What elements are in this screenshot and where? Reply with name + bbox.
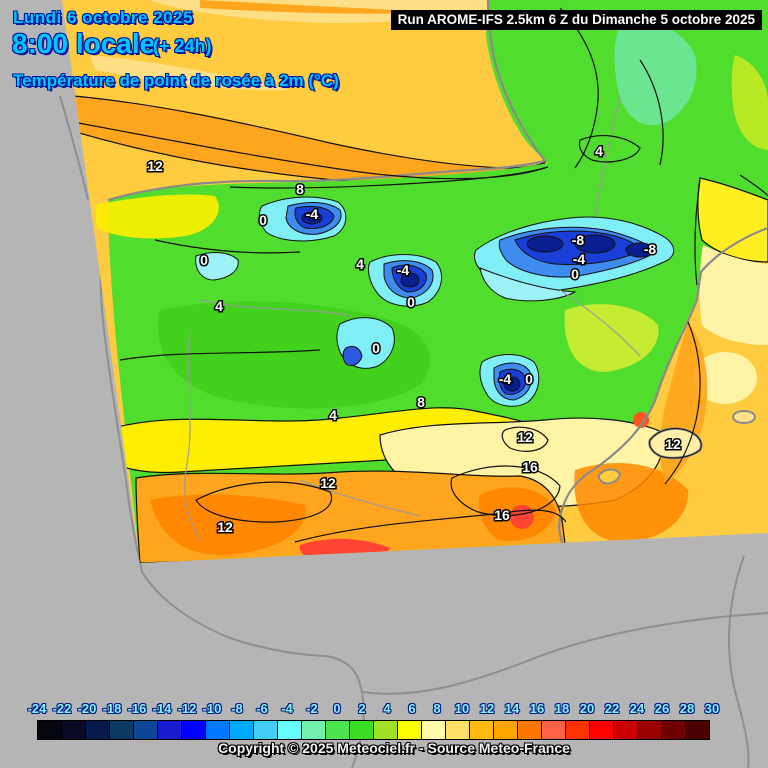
contour-label: 4 [329, 407, 337, 423]
colorbar-tick: -16 [127, 701, 147, 716]
colorbar-tick-labels: -24 -22 -20 -18 -16 -14 -12 -10 -8 -6 -4 -2 0 2 4 6 8 10 1… [0, 701, 768, 717]
contour-label: 4 [215, 298, 223, 314]
colorbar-block [541, 720, 566, 740]
colorbar [37, 720, 710, 740]
contour-label: 0 [525, 371, 533, 387]
colorbar-tick: -10 [202, 701, 222, 716]
colorbar-tick: 4 [383, 701, 391, 716]
contour-label: 0 [571, 266, 579, 282]
colorbar-block [661, 720, 686, 740]
balearic-islands [597, 410, 756, 485]
colorbar-block [37, 720, 62, 740]
colorbar-tick: 16 [529, 701, 545, 716]
colorbar-tick: 6 [408, 701, 416, 716]
colorbar-tick: 10 [454, 701, 470, 716]
contour-label: -8 [644, 241, 657, 257]
contour-label: -4 [573, 251, 586, 267]
colorbar-tick: 0 [333, 701, 341, 716]
colorbar-block [133, 720, 158, 740]
colorbar-tick: 18 [554, 701, 570, 716]
contour-label: -4 [397, 262, 410, 278]
colorbar-block [325, 720, 350, 740]
colorbar-tick: -14 [152, 701, 172, 716]
colorbar-tick: -20 [77, 701, 97, 716]
contour-label: 8 [296, 181, 304, 197]
local-time-label: 8:00 locale [12, 28, 156, 59]
contour-label: 0 [259, 212, 267, 228]
contour-label: 12 [217, 519, 233, 535]
contour-label: 8 [417, 394, 425, 410]
colorbar-tick: 2 [358, 701, 366, 716]
colorbar-tick: 8 [433, 701, 441, 716]
colorbar-block [181, 720, 206, 740]
forecast-offset-label: (+ 24h) [153, 36, 212, 56]
colorbar-tick: 24 [629, 701, 645, 716]
colorbar-block [61, 720, 86, 740]
contour-label: 16 [494, 507, 510, 523]
colorbar-block [517, 720, 542, 740]
contour-label: -4 [306, 206, 319, 222]
contour-label: 12 [517, 429, 533, 445]
colorbar-tick: 28 [679, 701, 695, 716]
colorbar-block [157, 720, 182, 740]
colorbar-block [85, 720, 110, 740]
colorbar-block [109, 720, 134, 740]
colorbar-block [397, 720, 422, 740]
contour-label: 12 [320, 475, 336, 491]
colorbar-tick: 26 [654, 701, 670, 716]
model-run-banner: Run AROME-IFS 2.5km 6 Z du Dimanche 5 oc… [390, 10, 762, 30]
colorbar-tick: 14 [504, 701, 520, 716]
colorbar-block [589, 720, 614, 740]
colorbar-tick: -22 [52, 701, 72, 716]
contour-label: 0 [407, 294, 415, 310]
contour-label: 4 [356, 256, 364, 272]
isolines [62, 7, 768, 543]
colorbar-block [469, 720, 494, 740]
colorbar-block [421, 720, 446, 740]
contour-label: -4 [499, 371, 512, 387]
date-label: Lundi 6 octobre 2025 [13, 8, 194, 27]
contour-label: 12 [665, 436, 681, 452]
colorbar-block [229, 720, 254, 740]
colorbar-tick: -6 [256, 701, 268, 716]
contour-label: 4 [595, 143, 603, 159]
contour-label: 16 [522, 459, 538, 475]
colorbar-block [205, 720, 230, 740]
colorbar-tick: 20 [579, 701, 595, 716]
contour-label: 0 [200, 252, 208, 268]
colorbar-block [349, 720, 374, 740]
colorbar-block [685, 720, 710, 740]
colorbar-block [301, 720, 326, 740]
colorbar-tick: 30 [704, 701, 720, 716]
colorbar-tick: 12 [479, 701, 495, 716]
colorbar-block [613, 720, 638, 740]
colorbar-block [445, 720, 470, 740]
colorbar-block [253, 720, 278, 740]
contour-label: 0 [372, 340, 380, 356]
copyright-text: Copyright © 2025 Meteociel.fr - Source M… [218, 740, 570, 756]
colorbar-block [637, 720, 662, 740]
colorbar-block [373, 720, 398, 740]
colorbar-tick: -24 [27, 701, 47, 716]
colorbar-tick: -2 [306, 701, 318, 716]
colorbar-tick: 22 [604, 701, 620, 716]
colorbar-tick: -12 [177, 701, 197, 716]
contour-label: 12 [147, 158, 163, 174]
colorbar-block [277, 720, 302, 740]
cold-areas [195, 196, 675, 407]
colorbar-tick: -4 [281, 701, 293, 716]
contour-label: -8 [572, 232, 585, 248]
colorbar-tick: -18 [102, 701, 122, 716]
colorbar-block [565, 720, 590, 740]
colorbar-block [493, 720, 518, 740]
colorbar-tick: -8 [231, 701, 243, 716]
variable-title: Température de point de rosée à 2m (°C) [13, 71, 339, 90]
